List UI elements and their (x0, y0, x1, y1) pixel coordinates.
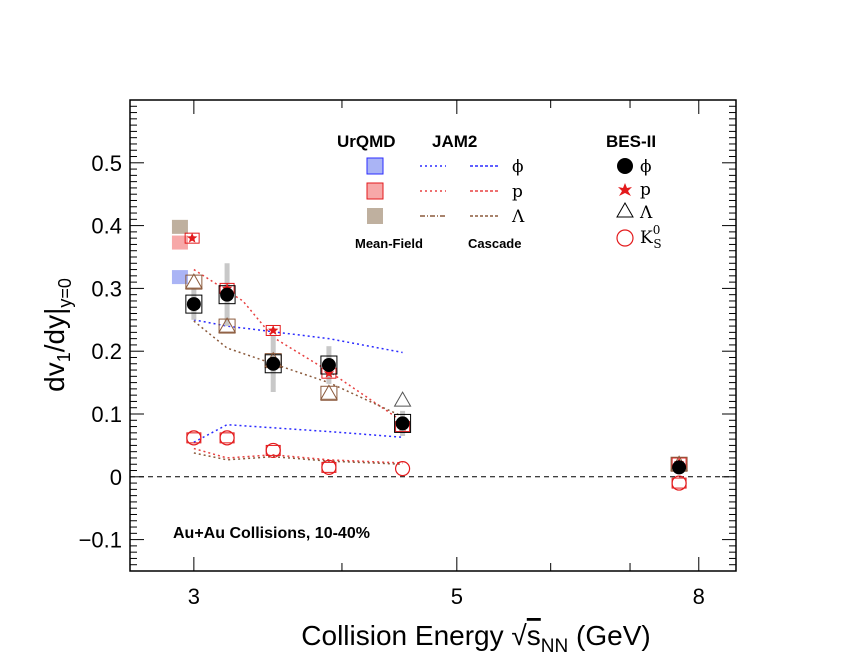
y-tick-label: 0 (110, 465, 122, 490)
k0s-sys-box (321, 461, 337, 473)
x-axis-title: Collision Energy √sNN (GeV) (301, 620, 650, 657)
k0s-sys-box (671, 477, 687, 489)
proton-marker (186, 232, 198, 243)
urqmd-box-phi (171, 270, 188, 285)
x-tick-label: 5 (451, 584, 463, 609)
legend-bes-phi-label: ϕ (640, 157, 652, 177)
x-tick-label: 3 (188, 584, 200, 609)
jam-line-lambda (193, 452, 403, 465)
lambda-marker (184, 273, 203, 289)
k0s-marker (671, 475, 687, 491)
y-tick-label: 0.1 (91, 402, 122, 427)
legend-bes-lambda-label: Λ (639, 203, 653, 223)
lambda-marker (218, 317, 236, 333)
lambda-marker (393, 391, 412, 407)
urqmd-box-p (171, 235, 188, 250)
legend-jam-phi-label: ϕ (512, 157, 524, 177)
jam-line-phi (193, 319, 403, 354)
legend-urqmd-p-box (366, 182, 384, 200)
legend-bes-lambda-marker (616, 201, 634, 218)
urqmd-box-lambda (171, 219, 188, 234)
collision-annotation: Au+Au Collisions, 10-40% (173, 525, 370, 542)
y-tick-label: 0.3 (91, 276, 122, 301)
k0s-marker (394, 461, 411, 477)
k0s-sys-box (219, 432, 235, 444)
legend-bes-phi-marker (617, 158, 633, 174)
legend-jam-lambda-label: Λ (511, 207, 525, 227)
lambda-sys-box (185, 274, 203, 290)
jam-line-phi (193, 423, 403, 443)
k0s-marker (321, 459, 337, 475)
phi-sys-box (394, 413, 412, 433)
legend-jam-p-label: p (512, 182, 523, 202)
x-tick-label: 8 (693, 584, 705, 609)
legend-jam-header: JAM2 (432, 132, 477, 151)
legend-bes-header: BES-II (606, 132, 656, 151)
phi-marker (672, 460, 687, 475)
legend-bes-p-label: p (640, 180, 651, 200)
y-tick-label: 0.2 (91, 339, 122, 364)
legend-urqmd-lambda-box (367, 208, 383, 224)
legend: UrQMD JAM2 BES-II ϕ p Λ Mean-Field Casca… (337, 132, 662, 251)
phi-sys-box (185, 294, 203, 314)
phi-marker (395, 416, 410, 431)
legend-bes-k0s-label: K0 S (640, 223, 662, 251)
phi-marker (220, 287, 235, 302)
legend-urqmd-phi-box (366, 157, 384, 175)
lambda-sys-box (320, 385, 338, 401)
phi-marker (266, 356, 281, 371)
k0s-marker (265, 442, 281, 459)
phi-marker (186, 297, 201, 312)
lambda-marker (320, 384, 338, 400)
y-tick-label: 0.4 (91, 214, 122, 239)
proton-marker (268, 325, 279, 335)
phi-marker (321, 358, 336, 373)
plot-frame (129, 99, 737, 572)
k0s-sys-box (265, 444, 281, 456)
k0s-marker (186, 430, 202, 446)
y-tick-label: 0.5 (91, 151, 122, 176)
proton-marker (323, 367, 335, 378)
legend-urqmd-header: UrQMD (337, 132, 396, 151)
legend-bes-k0s-marker (616, 229, 634, 247)
k0s-marker (219, 430, 235, 446)
k0s-sys-box (186, 432, 202, 444)
y-tick-label: −0.1 (79, 528, 122, 553)
jam-line-p (193, 447, 403, 464)
legend-bes-p-marker (618, 183, 632, 196)
phi-sys-box (264, 354, 282, 374)
legend-cascade-label: Cascade (468, 236, 521, 251)
y-axis-title: dv1/dy|y=0 (39, 278, 75, 392)
legend-meanfield-label: Mean-Field (355, 236, 423, 251)
